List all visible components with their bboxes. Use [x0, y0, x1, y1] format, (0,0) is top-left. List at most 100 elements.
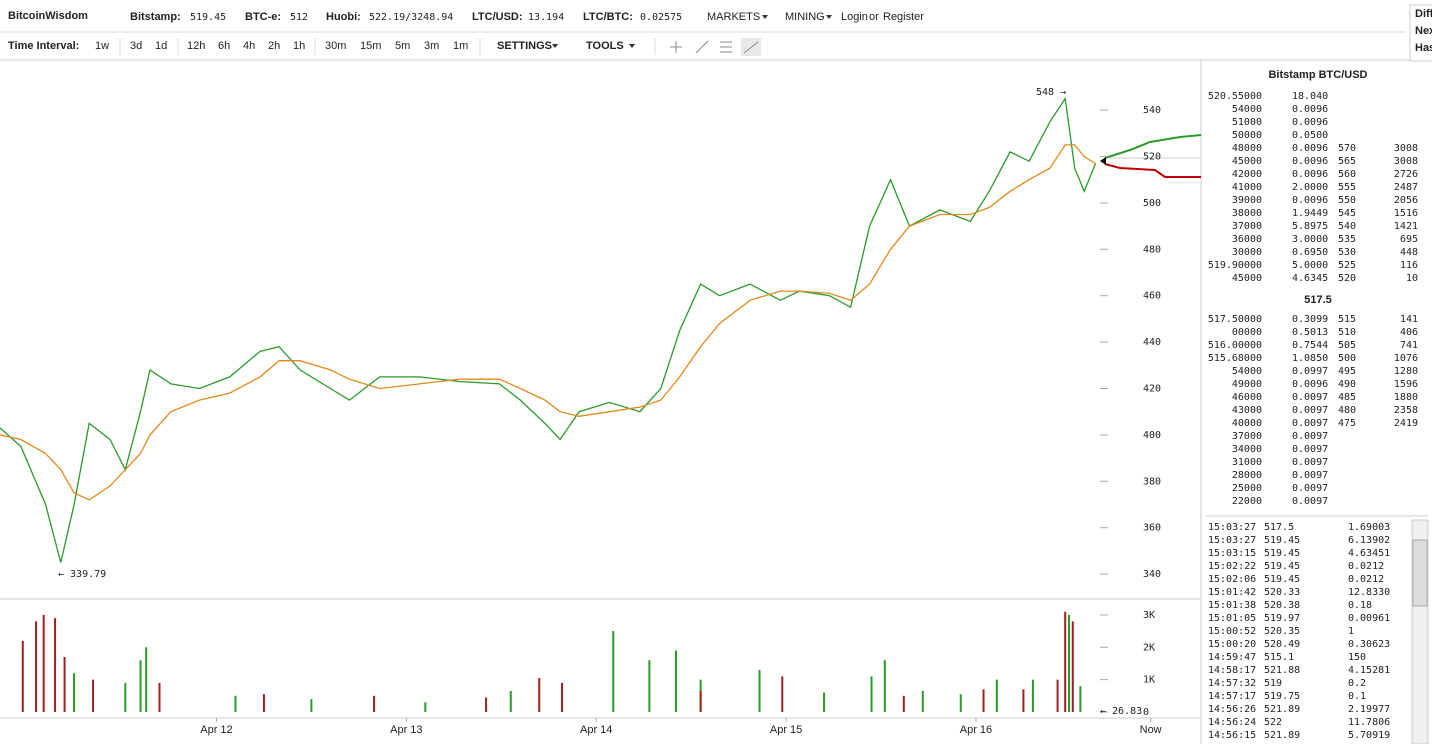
volume-bar	[561, 682, 564, 712]
volume-bar	[1056, 679, 1059, 712]
ticker-label[interactable]: Huobi:	[326, 11, 361, 23]
login[interactable]: Login	[841, 11, 868, 23]
interval[interactable]: 1d	[155, 40, 167, 52]
trade-price: 520.33	[1264, 587, 1300, 598]
register[interactable]: Register	[883, 11, 924, 23]
trade-time: 14:56:26	[1208, 704, 1256, 715]
trade-price: 522	[1264, 717, 1282, 728]
interval[interactable]: 3d	[130, 40, 142, 52]
trade-amount: 1	[1348, 626, 1354, 637]
ticker-label[interactable]: LTC/BTC:	[583, 11, 633, 23]
ob-price: 36000	[1232, 234, 1262, 245]
interval[interactable]: 30m	[325, 40, 346, 52]
ob-amount: 0.0097	[1292, 431, 1328, 442]
interval[interactable]: 5m	[395, 40, 410, 52]
ob-sum-price: 500	[1338, 353, 1356, 364]
ob-sum-price: 555	[1338, 182, 1356, 193]
volume-bar	[373, 695, 376, 712]
ob-price: 34000	[1232, 444, 1262, 455]
trade-price: 521.89	[1264, 704, 1300, 715]
interval[interactable]: 1w	[95, 40, 109, 52]
ticker-value: 13.194	[528, 12, 564, 23]
ob-sum-amount: 1880	[1394, 392, 1418, 403]
ticker-label[interactable]: Bitstamp:	[130, 11, 181, 23]
ob-amount: 0.0097	[1292, 483, 1328, 494]
interval[interactable]: 3m	[424, 40, 439, 52]
or: or	[869, 11, 879, 23]
menu[interactable]: MINING	[785, 11, 825, 23]
trade-price: 519.45	[1264, 548, 1300, 559]
ob-sum-amount: 741	[1400, 340, 1418, 351]
volume-bar	[648, 660, 651, 712]
interval[interactable]: 6h	[218, 40, 230, 52]
ticker-value: 0.02575	[640, 12, 682, 23]
side-box-item[interactable]: Has	[1415, 42, 1432, 54]
x-tick-label: Apr 16	[960, 724, 992, 736]
volume-bar	[35, 621, 38, 712]
trade-time: 15:01:38	[1208, 600, 1256, 611]
y-tick-label: 3K	[1143, 610, 1155, 621]
ob-amount: 0.0096	[1292, 156, 1328, 167]
side-box-item[interactable]: Diff	[1415, 8, 1432, 20]
menu[interactable]: MARKETS	[707, 11, 760, 23]
ob-price: 42000	[1232, 169, 1262, 180]
ob-amount: 0.6950	[1292, 247, 1328, 258]
ob-amount: 0.3099	[1292, 314, 1328, 325]
ob-sum-amount: 2056	[1394, 195, 1418, 206]
ob-sum-price: 535	[1338, 234, 1356, 245]
volume-bar	[54, 618, 57, 712]
interval[interactable]: 1h	[293, 40, 305, 52]
ob-price: 00000	[1232, 327, 1262, 338]
interval[interactable]: 12h	[187, 40, 205, 52]
y-tick-label: 500	[1143, 198, 1161, 209]
draw-tools[interactable]	[670, 38, 761, 56]
ob-sum-amount: 2358	[1394, 405, 1418, 416]
volume-bar	[124, 682, 127, 712]
trade-price: 519.45	[1264, 574, 1300, 585]
ob-sum-amount: 406	[1400, 327, 1418, 338]
volume-bar	[424, 702, 427, 712]
trade-amount: 6.13902	[1348, 535, 1390, 546]
trade-amount: 5.70919	[1348, 730, 1390, 741]
interval[interactable]: 4h	[243, 40, 255, 52]
ticker-label[interactable]: BTC-e:	[245, 11, 281, 23]
volume-bar	[823, 692, 826, 712]
ob-sum-price: 525	[1338, 260, 1356, 271]
volume-bar	[1064, 611, 1067, 712]
interval[interactable]: 15m	[360, 40, 381, 52]
ob-amount: 0.0997	[1292, 366, 1328, 377]
trade-time: 14:59:47	[1208, 652, 1256, 663]
depth-asks	[1104, 163, 1201, 178]
trade-price: 519.97	[1264, 613, 1300, 624]
interval[interactable]: 2h	[268, 40, 280, 52]
ob-amount: 0.5013	[1292, 327, 1328, 338]
trade-time: 14:57:32	[1208, 678, 1256, 689]
y-tick-label: 2K	[1143, 642, 1155, 653]
volume-bar	[1031, 679, 1034, 712]
tools[interactable]: TOOLS	[586, 40, 624, 52]
volume-bar	[139, 660, 142, 712]
logo[interactable]: BitcoinWisdom	[8, 10, 88, 22]
scroll-thumb[interactable]	[1412, 539, 1428, 607]
settings[interactable]: SETTINGS	[497, 40, 552, 52]
ob-amount: 5.8975	[1292, 221, 1328, 232]
trade-price: 520.38	[1264, 600, 1300, 611]
ob-price: 22000	[1232, 496, 1262, 507]
y-tick-label: 480	[1143, 244, 1161, 255]
trade-amount: 0.0212	[1348, 574, 1384, 585]
volume-bar	[509, 690, 512, 712]
annotation: 548 →	[1036, 87, 1066, 98]
ob-price: 519.90000	[1208, 260, 1262, 271]
ob-price: 45000	[1232, 156, 1262, 167]
ticker-label[interactable]: LTC/USD:	[472, 11, 523, 23]
ob-sum-amount: 10	[1406, 273, 1418, 284]
ob-amount: 1.0850	[1292, 353, 1328, 364]
trade-time: 15:01:05	[1208, 613, 1256, 624]
ob-price: 39000	[1232, 195, 1262, 206]
volume-bar	[959, 694, 962, 712]
ob-price: 31000	[1232, 457, 1262, 468]
interval[interactable]: 1m	[453, 40, 468, 52]
trade-amount: 0.1	[1348, 691, 1366, 702]
side-box-item[interactable]: Nex	[1415, 25, 1432, 37]
trade-time: 15:03:15	[1208, 548, 1256, 559]
